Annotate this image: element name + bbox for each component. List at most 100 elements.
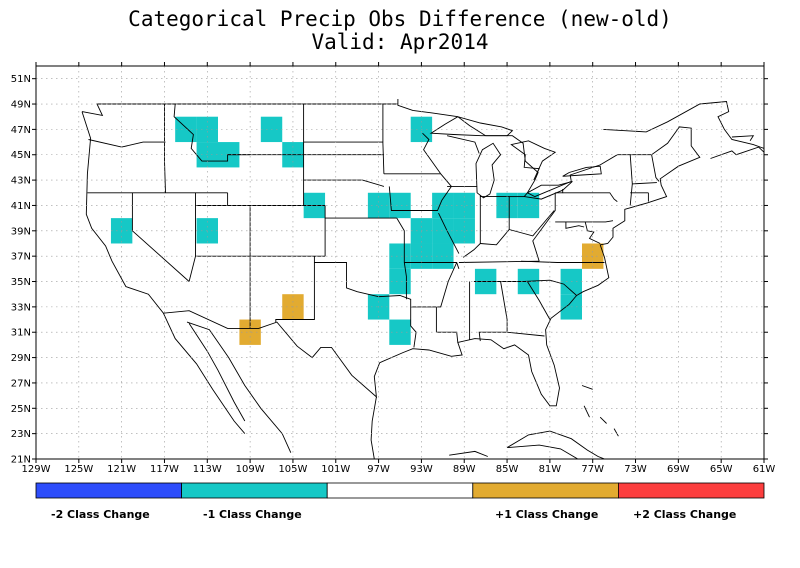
bahamas-2 [583,405,590,418]
state-boundary [195,192,229,206]
minus-one-cell [432,192,454,219]
state-boundary [480,229,510,246]
state-boundary [88,139,166,148]
lon-label: 129W [22,464,51,475]
lat-label: 49N [11,100,31,111]
state-boundary [509,210,555,237]
lon-label: 121W [107,464,136,475]
legend-swatch [35,482,183,499]
state-boundary [520,260,605,263]
lake-huron [510,140,557,181]
lake-superior [429,116,514,137]
lon-label: 69W [667,464,690,475]
legend-label-plus2: +2 Class Change [633,508,737,521]
lon-label: 89W [453,464,476,475]
lon-label: 77W [581,464,604,475]
minus-one-cell [453,218,475,244]
state-boundary [275,256,315,323]
lon-label: 101W [321,464,350,475]
state-boundary [632,182,657,185]
yucatan [449,450,488,457]
minus-one-cell [517,192,540,219]
lat-label: 35N [11,277,31,288]
legend-swatch [181,482,328,499]
lake-erie [523,180,573,200]
lat-label: 27N [11,378,31,389]
state-boundary [565,221,585,229]
legend-label-plus1: +1 Class Change [495,508,599,521]
minus-one-cell [453,192,475,219]
lat-label: 25N [11,404,31,415]
lon-label: 97W [367,464,390,475]
lat-label: 37N [11,252,31,263]
legend-label-minus2: -2 Class Change [51,508,150,521]
state-boundary [555,220,614,223]
lon-label: 117W [150,464,179,475]
lat-label: 41N [11,201,31,212]
state-boundary [435,306,459,343]
minus-one-cell [367,192,390,219]
lon-label: 61W [753,464,776,475]
minus-one-cell [432,243,454,269]
lat-label: 33N [11,302,31,313]
map-frame [35,65,765,460]
lat-label: 23N [11,429,31,440]
lon-label: 81W [539,464,562,475]
lat-label: 29N [11,353,31,364]
state-boundary [507,331,545,337]
lat-label: 47N [11,125,31,136]
us-coastline [81,99,701,407]
state-boundary [527,281,551,320]
state-boundary [382,104,385,174]
lon-label: 105W [278,464,307,475]
state-boundary [532,192,556,262]
bahamas-1 [581,385,593,390]
legend-swatch [618,482,765,499]
lon-label: 73W [624,464,647,475]
lon-label: 65W [710,464,733,475]
mexico-west [186,321,292,453]
lat-label: 39N [11,226,31,237]
bahamas-4 [613,428,619,437]
bahamas-3 [599,416,607,424]
state-boundary [524,279,577,296]
state-boundary [188,192,196,282]
nova-scotia [710,146,764,159]
state-boundary [410,262,458,308]
legend-swatch [472,482,619,499]
baja-east [188,323,246,422]
state-boundary [584,221,601,244]
state-boundary [462,195,481,258]
state-boundary [422,132,442,175]
lat-label: 31N [11,328,31,339]
minus-one-cell [432,218,454,244]
lon-label: 93W [410,464,433,475]
map-subtitle: Valid: Apr2014 [311,30,489,54]
legend-label-minus1: -1 Class Change [203,508,302,521]
mexico-east [370,396,377,459]
state-boundary [303,179,385,187]
pei [731,135,755,142]
state-boundary [131,192,190,282]
state-boundary [314,262,417,348]
canada-coast [603,101,764,149]
lake-michigan [475,142,502,199]
lat-label: 51N [11,74,31,85]
lon-label: 125W [64,464,93,475]
map-title: Categorical Precip Obs Difference (new-o… [128,7,672,31]
lat-label: 43N [11,176,31,187]
baja-west [162,313,246,434]
minus-one-cell [389,192,411,219]
state-boundary [562,192,618,202]
lon-label: 113W [193,464,222,475]
lake-ontario [562,165,602,177]
legend-swatch [326,482,474,499]
lon-label: 85W [496,464,519,475]
state-boundary [651,154,660,182]
minus-one-cell [389,268,411,295]
state-boundary [446,135,480,154]
lat-label: 21N [11,455,31,466]
lat-label: 45N [11,150,31,161]
cuba [506,430,606,459]
